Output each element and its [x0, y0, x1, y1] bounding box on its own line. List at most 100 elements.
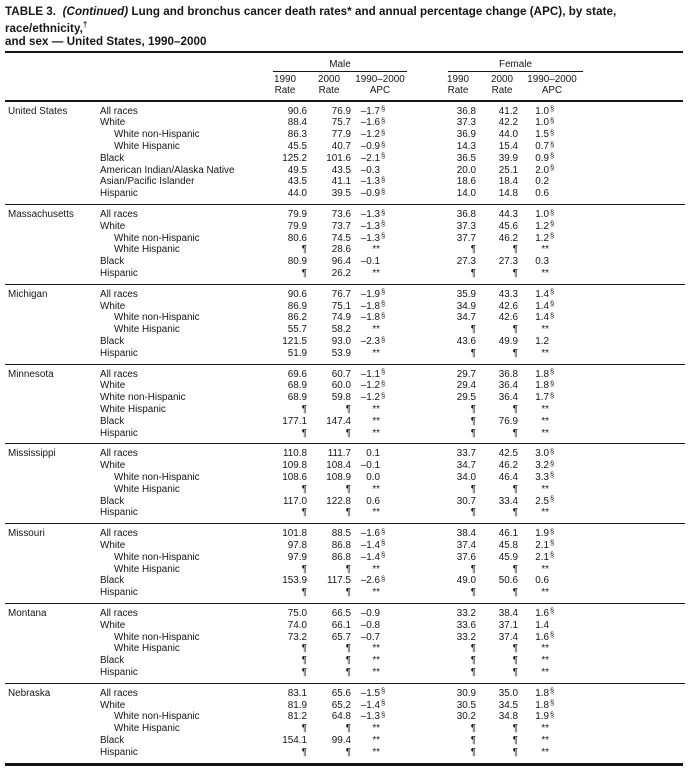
significance-mark — [549, 585, 560, 597]
female-2000-rate-value: 37.1 — [498, 619, 518, 631]
male-1990-rate-value: 49.5 — [287, 164, 307, 176]
significance-mark — [380, 732, 391, 744]
race-ethnicity-label: White Hispanic — [114, 324, 180, 336]
male-apc-value: ** — [351, 348, 391, 360]
bottom-rule — [5, 762, 683, 766]
column-gap — [391, 723, 430, 735]
significance-mark — [380, 242, 391, 254]
female-1990-rate-value: ¶ — [470, 244, 476, 256]
column-gap — [391, 141, 430, 153]
female-1990-rate-value: ¶ — [470, 403, 476, 415]
race-ethnicity-label: Black — [100, 655, 125, 667]
significance-mark — [380, 629, 391, 641]
female-apc-value: ** — [518, 564, 560, 576]
race-ethnicity-label: Black — [100, 152, 125, 164]
significance-mark — [549, 653, 560, 665]
column-gap — [391, 460, 430, 472]
column-gap — [391, 655, 430, 667]
male-1990-rate-value: 69.6 — [287, 368, 307, 380]
male-1990-rate-value: 73.2 — [287, 631, 307, 643]
table-row: White non-Hispanic 80.6 74.5 –1.3 § 37.7 46.2 1… — [5, 231, 685, 245]
male-2000-rate-value: 77.9 — [331, 129, 351, 141]
significance-mark: § — [550, 367, 555, 377]
state-label — [5, 735, 93, 747]
race-ethnicity-label: Black — [100, 575, 125, 587]
male-1990-rate-value: 81.2 — [287, 711, 307, 723]
table-row: Hispanic ¶ 26.2 ** ¶ ¶ ** — [5, 268, 685, 280]
state-label — [5, 312, 93, 324]
significance-mark — [380, 254, 391, 266]
female-apc-value: 0.9 § — [518, 151, 560, 165]
male-2000-rate-value: 73.7 — [331, 220, 351, 232]
significance-mark: § — [550, 709, 555, 719]
significance-mark — [380, 617, 391, 629]
column-gap — [391, 448, 430, 460]
race-ethnicity-label: Hispanic — [100, 268, 138, 280]
male-1990-rate-value: 86.3 — [287, 129, 307, 141]
male-1990-rate-value: ¶ — [301, 666, 307, 678]
col-header-male-2000-rate: 2000 Rate — [307, 75, 351, 97]
male-2000-rate-value: 76.9 — [331, 105, 351, 117]
female-1990-rate-value: 49.0 — [456, 575, 476, 587]
significance-mark — [380, 664, 391, 676]
female-1990-rate-value: 36.8 — [456, 209, 476, 221]
column-gap — [391, 380, 430, 392]
male-1990-rate-value: 117.0 — [283, 495, 307, 507]
significance-mark: § — [550, 630, 555, 640]
significance-mark — [549, 641, 560, 653]
female-apc-value: 1.0 § — [518, 116, 560, 129]
race-ethnicity-label: White non-Hispanic — [114, 551, 200, 563]
table-row: White 81.9 65.2 –1.4 § 30.5 34.5 1.8 § — [5, 698, 685, 712]
table-row: White 74.0 66.1 –0.8 33.6 37.1 1.4 — [5, 620, 685, 632]
male-2000-rate-value: 66.5 — [331, 607, 351, 619]
table-row: Hispanic ¶ ¶ ** ¶ ¶ ** — [5, 667, 685, 679]
significance-mark: § — [550, 390, 555, 400]
female-2000-rate-value: ¶ — [512, 507, 518, 519]
significance-mark — [549, 174, 560, 186]
significance-mark — [549, 721, 560, 733]
column-gap — [391, 244, 430, 256]
race-ethnicity-label: White non-Hispanic — [114, 631, 200, 643]
male-2000-rate-value: 86.8 — [331, 539, 351, 551]
female-1990-rate-value: 33.2 — [456, 631, 476, 643]
significance-mark: § — [550, 470, 555, 480]
female-1990-rate-value: 37.6 — [456, 551, 476, 563]
table-row: Michigan All races 90.6 76.7 –1.9 § 35.9 43.3 1.… — [5, 287, 685, 301]
column-gap — [391, 540, 430, 552]
male-apc-value: –1.3 § — [351, 208, 391, 221]
male-1990-rate-value: 97.8 — [287, 539, 307, 551]
female-2000-rate-value: 36.8 — [498, 368, 518, 380]
race-ethnicity-label: All races — [100, 368, 138, 380]
male-apc-value: –1.7 § — [351, 104, 391, 118]
table-row: White 68.9 60.0 –1.2 § 29.4 36.4 1.8 § — [5, 379, 685, 392]
male-1990-rate-value: 51.9 — [287, 347, 307, 359]
female-1990-rate-value: ¶ — [470, 507, 476, 519]
significance-mark: § — [550, 299, 555, 309]
male-1990-rate-value: 154.1 — [282, 734, 307, 746]
race-ethnicity-label: White Hispanic — [114, 483, 180, 495]
female-apc-value: 1.8 § — [518, 379, 560, 392]
significance-mark: § — [381, 186, 386, 196]
female-1990-rate-value: 30.5 — [456, 699, 476, 711]
race-ethnicity-label: Black — [100, 256, 125, 268]
female-apc-value: 1.6 § — [518, 630, 560, 644]
male-apc-value: –0.1 — [351, 460, 391, 472]
table-row: White Hispanic ¶ ¶ ** ¶ ¶ ** — [5, 484, 685, 496]
significance-mark: § — [381, 686, 386, 696]
race-ethnicity-label: White Hispanic — [114, 723, 180, 735]
male-apc-value: –0.3 — [351, 165, 391, 177]
significance-mark: § — [381, 151, 386, 161]
male-1990-rate-value: 177.1 — [282, 415, 307, 427]
significance-mark: § — [550, 287, 555, 297]
male-2000-rate-value: 147.4 — [326, 415, 351, 427]
significance-mark — [549, 254, 560, 266]
female-2000-rate-value: ¶ — [512, 244, 518, 256]
table-row: White non-Hispanic 73.2 65.7 –0.7 33.2 37.4 1.… — [5, 629, 685, 644]
table-row: White Hispanic 55.7 58.2 ** ¶ ¶ ** — [5, 324, 685, 336]
male-2000-rate-value: 75.7 — [331, 117, 351, 129]
significance-mark: § — [381, 709, 386, 719]
male-apc-value: –1.3 § — [351, 175, 391, 188]
column-gap — [391, 484, 430, 496]
state-label — [5, 632, 93, 644]
